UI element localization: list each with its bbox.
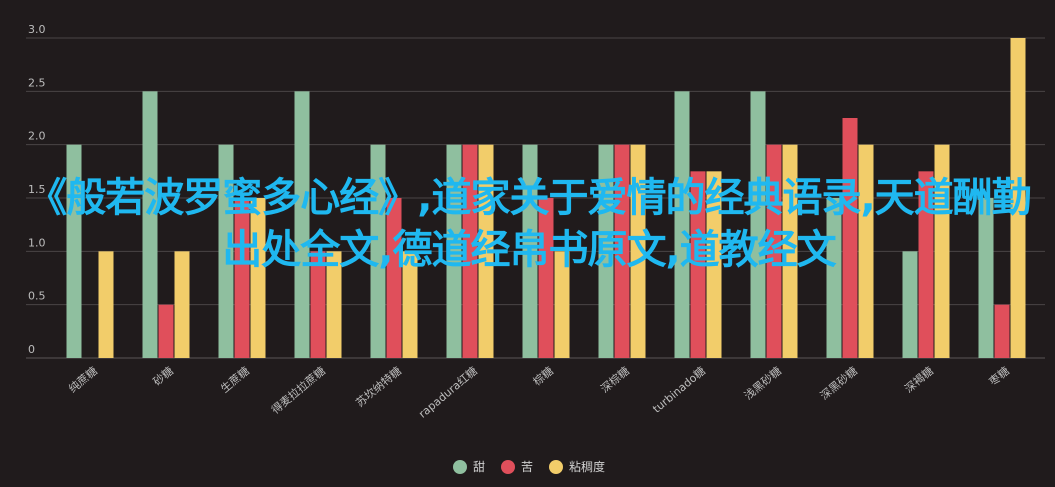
bar-甜[interactable]	[218, 144, 234, 358]
bar-苦[interactable]	[234, 198, 250, 358]
bar-甜[interactable]	[902, 251, 918, 358]
y-tick-label: 3.0	[28, 23, 46, 36]
x-category-label: 深棕糖	[598, 364, 632, 396]
bar-苦[interactable]	[766, 144, 782, 358]
bar-苦[interactable]	[918, 171, 934, 358]
bar-粘稠度[interactable]	[858, 144, 874, 358]
bar-粘稠度[interactable]	[98, 251, 114, 358]
legend: 甜 苦 粘稠度	[453, 459, 605, 474]
bar-粘稠度[interactable]	[934, 144, 950, 358]
bar-苦[interactable]	[538, 198, 554, 358]
x-category-label: 得麦拉拉蔗糖	[268, 364, 328, 417]
bar-甜[interactable]	[522, 144, 538, 358]
bar-粘稠度[interactable]	[250, 198, 266, 358]
bar-苦[interactable]	[386, 198, 402, 358]
bar-粘稠度[interactable]	[706, 171, 722, 358]
bar-苦[interactable]	[310, 251, 326, 358]
x-category-label: 浅黑砂糖	[741, 364, 784, 403]
bar-苦[interactable]	[994, 304, 1010, 358]
legend-label[interactable]: 粘稠度	[569, 459, 605, 474]
bar-苦[interactable]	[158, 304, 174, 358]
bar-甜[interactable]	[66, 144, 82, 358]
bar-甜[interactable]	[598, 144, 614, 358]
bar-粘稠度[interactable]	[630, 144, 646, 358]
bar-粘稠度[interactable]	[478, 144, 494, 358]
x-category-label: 砂糖	[150, 364, 176, 389]
bar-粘稠度[interactable]	[554, 251, 570, 358]
bar-苦[interactable]	[842, 118, 858, 358]
x-category-label: 苏坎纳特糖	[353, 364, 404, 410]
bar-苦[interactable]	[614, 144, 630, 358]
bar-甜[interactable]	[142, 91, 158, 358]
x-category-label: turbinado糖	[650, 364, 708, 416]
bar-甜[interactable]	[370, 144, 386, 358]
legend-label[interactable]: 苦	[521, 460, 533, 474]
bar-甜[interactable]	[294, 91, 310, 358]
bar-粘稠度[interactable]	[174, 251, 190, 358]
legend-swatch[interactable]	[501, 460, 515, 474]
bar-甜[interactable]	[978, 198, 994, 358]
x-category-label: 生蔗糖	[218, 364, 252, 396]
bars	[66, 38, 1026, 358]
y-tick-label: 2.0	[28, 130, 46, 143]
x-category-label: 棕糖	[530, 364, 556, 389]
y-tick-label: 0.5	[28, 290, 46, 303]
y-tick-label: 1.5	[28, 183, 46, 196]
legend-swatch[interactable]	[453, 460, 467, 474]
x-axis-labels: 纯蔗糖 砂糖 生蔗糖 得麦拉拉蔗糖 苏坎纳特糖 rapadura红糖 棕糖 深棕糖 turbin…	[66, 364, 1012, 421]
bar-苦[interactable]	[690, 171, 706, 358]
bar-苦[interactable]	[462, 144, 478, 358]
y-tick-label: 0	[28, 343, 35, 356]
x-category-label: 枣糖	[986, 364, 1012, 389]
x-category-label: rapadura红糖	[416, 364, 480, 421]
bar-甜[interactable]	[674, 91, 690, 358]
x-category-label: 纯蔗糖	[66, 364, 100, 396]
bar-粘稠度[interactable]	[1010, 38, 1026, 358]
bar-粘稠度[interactable]	[782, 144, 798, 358]
bar-甜[interactable]	[750, 91, 766, 358]
x-category-label: 深褐糖	[902, 364, 936, 396]
legend-label[interactable]: 甜	[473, 460, 485, 474]
bar-甜[interactable]	[826, 198, 842, 358]
x-category-label: 深黑砂糖	[817, 364, 860, 403]
bar-粘稠度[interactable]	[402, 251, 418, 358]
y-tick-label: 1.0	[28, 236, 46, 249]
bar-甜[interactable]	[446, 144, 462, 358]
bar-粘稠度[interactable]	[326, 251, 342, 358]
legend-swatch[interactable]	[549, 460, 563, 474]
y-tick-label: 2.5	[28, 76, 46, 89]
y-axis-ticks: 3.0 2.5 2.0 1.5 1.0 0.5 0	[28, 23, 46, 356]
